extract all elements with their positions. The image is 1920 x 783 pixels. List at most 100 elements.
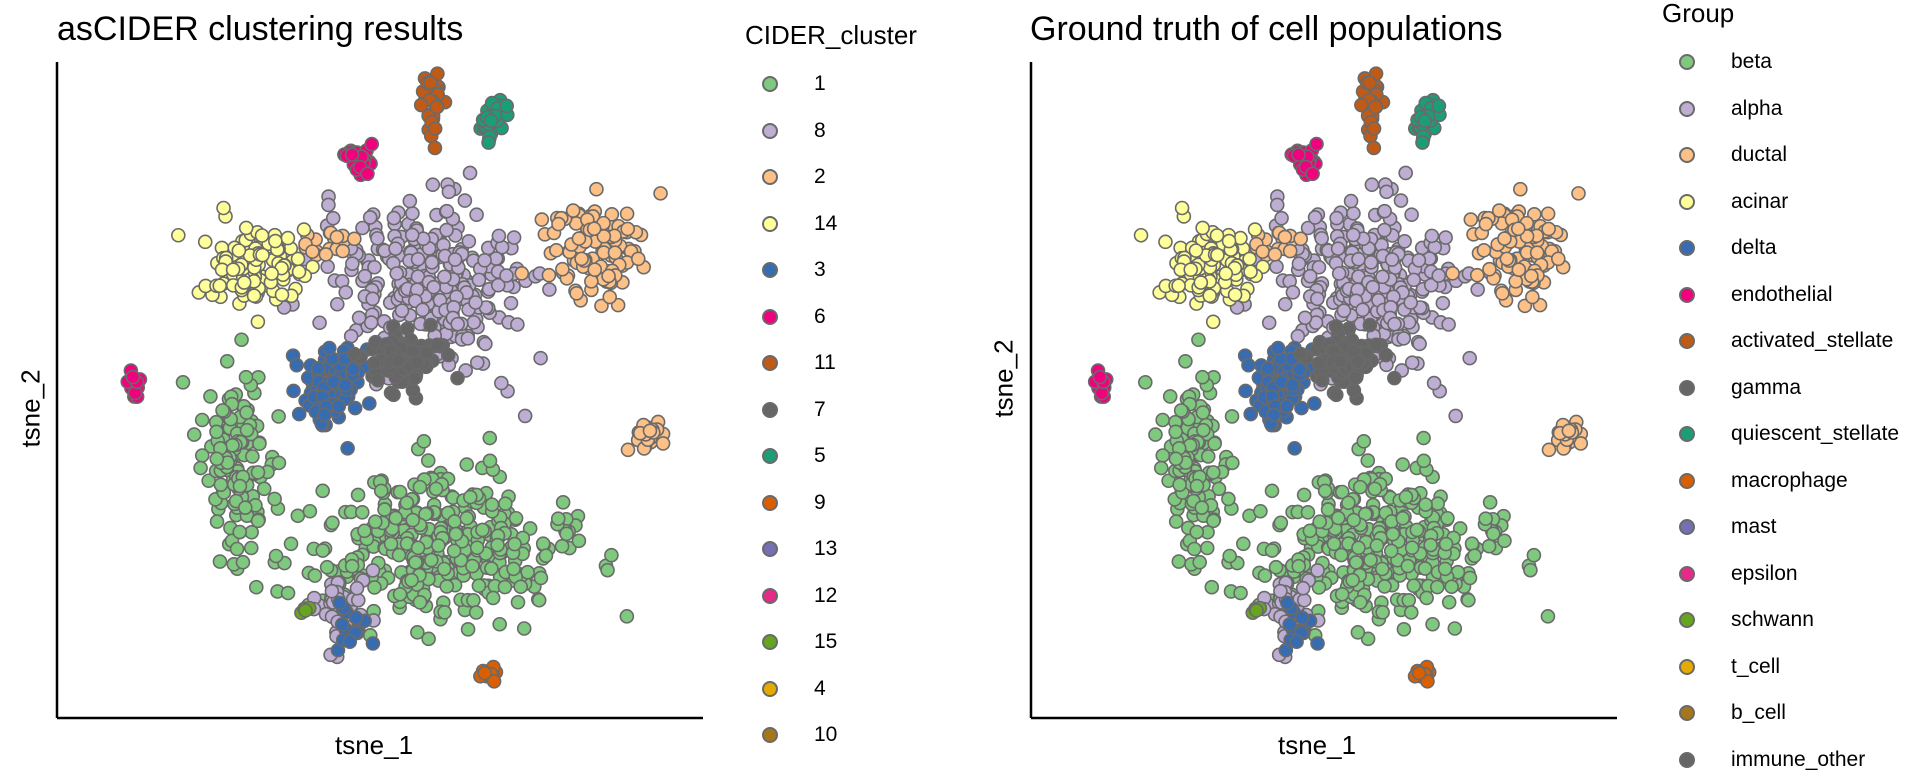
scatter-point (1378, 205, 1391, 218)
scatter-point (1271, 198, 1284, 211)
scatter-point (1542, 207, 1555, 220)
scatter-point (1237, 537, 1250, 550)
scatter-point (1292, 148, 1305, 161)
scatter-point (1242, 359, 1255, 372)
scatter-point (1192, 333, 1205, 346)
scatter-point (1311, 637, 1324, 650)
scatter-point (1401, 560, 1414, 573)
scatter-point (1385, 544, 1398, 557)
scatter-point (1294, 348, 1307, 361)
scatter-point (1483, 540, 1496, 553)
scatter-point (1155, 462, 1168, 475)
scatter-point (1297, 582, 1310, 595)
scatter-point (1405, 208, 1418, 221)
scatter-point (1512, 222, 1525, 235)
scatter-point (1196, 371, 1209, 384)
legend-label: macrophage (1731, 469, 1848, 493)
scatter-point (1406, 541, 1419, 554)
scatter-point (1446, 267, 1459, 280)
scatter-point (1351, 355, 1364, 368)
scatter-point (1354, 481, 1367, 494)
scatter-point (1407, 579, 1420, 592)
scatter-point (1172, 279, 1185, 292)
scatter-point (1304, 270, 1317, 283)
scatter-point (1436, 297, 1449, 310)
scatter-point (1442, 318, 1455, 331)
legend-key-icon (1679, 147, 1695, 163)
scatter-point (1201, 541, 1214, 554)
scatter-point (1274, 585, 1287, 598)
scatter-point (1424, 539, 1437, 552)
scatter-point (1498, 232, 1511, 245)
scatter-point (1410, 523, 1423, 536)
legend-key-icon (1679, 54, 1695, 70)
scatter-point (1526, 291, 1539, 304)
scatter-point (1368, 122, 1381, 135)
scatter-point (1261, 362, 1274, 375)
scatter-point (1296, 611, 1309, 624)
scatter-point (1184, 263, 1197, 276)
legend-item: epsilon (1662, 551, 1899, 598)
scatter-point (1398, 235, 1411, 248)
scatter-point (1226, 456, 1239, 469)
scatter-point (1425, 229, 1438, 242)
scatter-point (1439, 231, 1452, 244)
scatter-point (1311, 292, 1324, 305)
scatter-point (1208, 437, 1221, 450)
scatter-point (1407, 273, 1420, 286)
scatter-point (1449, 409, 1462, 422)
scatter-point (1420, 591, 1433, 604)
scatter-point (1342, 496, 1355, 509)
scatter-point (1405, 606, 1418, 619)
scatter-point (1207, 466, 1220, 479)
scatter-point (1356, 303, 1369, 316)
scatter-point (1332, 511, 1345, 524)
scatter-point (1176, 201, 1189, 214)
scatter-point (1256, 245, 1269, 258)
scatter-point (1541, 610, 1554, 623)
scatter-point (1386, 253, 1399, 266)
scatter-point (1463, 352, 1476, 365)
legend-label: epsilon (1731, 562, 1798, 586)
scatter-point (1379, 349, 1392, 362)
scatter-point (1159, 235, 1172, 248)
legend-item: immune_other (1662, 737, 1899, 783)
legend-item: delta (1662, 225, 1899, 272)
legend-key-icon (1679, 380, 1695, 396)
scatter-point (1308, 397, 1321, 410)
scatter-point (1298, 594, 1311, 607)
scatter-point (1223, 235, 1236, 248)
scatter-point (1376, 562, 1389, 575)
legend-label: acinar (1731, 190, 1788, 214)
scatter-point (1330, 388, 1343, 401)
scatter-point (1347, 207, 1360, 220)
scatter-point (1366, 281, 1379, 294)
scatter-point (1219, 267, 1232, 280)
scatter-point (1380, 185, 1393, 198)
scatter-point (1272, 342, 1285, 355)
scatter-point (1357, 435, 1370, 448)
scatter-point (1243, 252, 1256, 265)
scatter-point (1292, 560, 1305, 573)
scatter-point (1298, 488, 1311, 501)
scatter-point (1294, 232, 1307, 245)
scatter-point (1258, 569, 1271, 582)
legend-label: delta (1731, 236, 1777, 260)
scatter-point (1175, 404, 1188, 417)
scatter-point (1332, 242, 1345, 255)
scatter-point (1197, 424, 1210, 437)
scatter-point (1169, 425, 1182, 438)
scatter-point (1346, 574, 1359, 587)
scatter-point (1496, 287, 1509, 300)
scatter-point (1361, 454, 1374, 467)
scatter-point (1364, 554, 1377, 567)
scatter-point (1514, 183, 1527, 196)
legend-item: acinar (1662, 179, 1899, 226)
scatter-point (1286, 286, 1299, 299)
scatter-point (1413, 337, 1426, 350)
scatter-point (1396, 512, 1409, 525)
scatter-point (1268, 248, 1281, 261)
scatter-point (1292, 257, 1305, 270)
scatter-point (1418, 114, 1431, 127)
legend-label: endothelial (1731, 283, 1833, 307)
